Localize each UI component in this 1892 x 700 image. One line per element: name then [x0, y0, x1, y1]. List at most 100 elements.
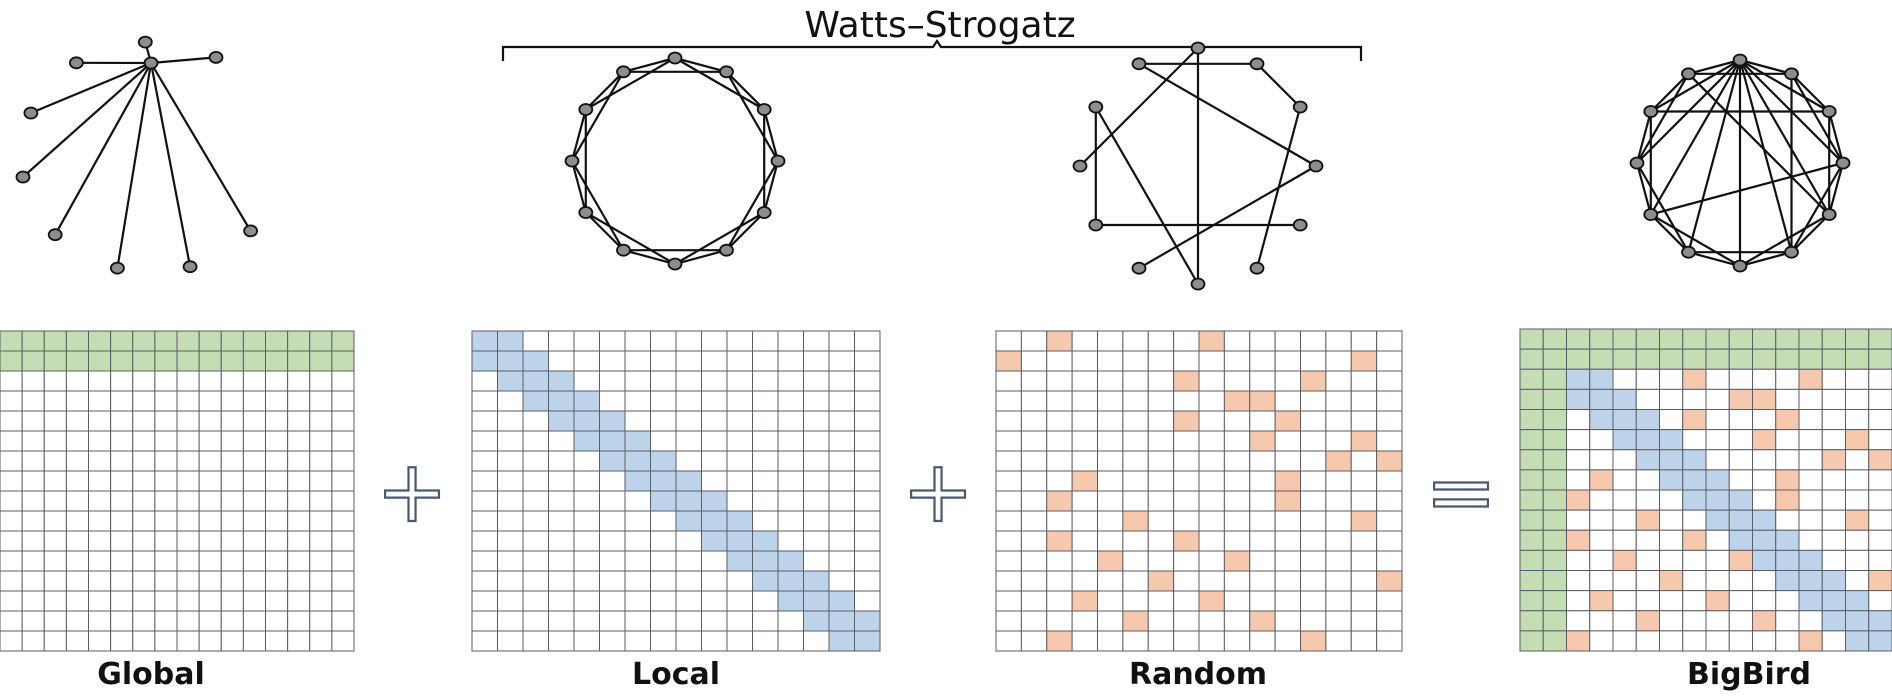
- bigbird-cell-local: [1682, 469, 1707, 491]
- local-cell-empty: [650, 330, 677, 352]
- bigbird-cell-global: [1542, 630, 1567, 652]
- random-cell-empty: [1046, 450, 1073, 472]
- global-cell-empty: [242, 370, 267, 392]
- bigbird-cell-empty: [1682, 610, 1707, 632]
- random-cell-empty: [1071, 350, 1099, 372]
- bigbird-cell-empty: [1705, 449, 1730, 471]
- global-cell-empty: [154, 430, 178, 452]
- global-cell-empty: [110, 590, 134, 612]
- global-cell-empty: [309, 510, 333, 532]
- random-cell-empty: [1071, 430, 1099, 452]
- random-cell-empty: [995, 330, 1022, 352]
- global-cell-empty: [331, 410, 355, 432]
- random-cell-empty: [1173, 550, 1200, 572]
- local-graph-node: [719, 65, 734, 79]
- local-cell-empty: [471, 390, 498, 412]
- global-cell-empty: [220, 610, 244, 632]
- global-graph: [15, 35, 259, 275]
- bigbird-cell-random: [1635, 509, 1660, 531]
- local-cell-empty: [777, 610, 804, 632]
- bigbird-cell-empty: [1868, 489, 1892, 511]
- bigbird-cell-local: [1612, 388, 1637, 411]
- local-cell-empty: [650, 570, 677, 592]
- random-cell-random: [1223, 390, 1251, 412]
- random-cell-empty: [1300, 570, 1327, 592]
- random-cell-empty: [1173, 610, 1200, 632]
- random-cell-empty: [1147, 330, 1175, 352]
- label-local: Local: [632, 657, 720, 692]
- random-cell-empty: [1300, 450, 1327, 472]
- global-cell-global: [132, 330, 156, 352]
- random-cell-random: [1173, 530, 1200, 552]
- global-cell-empty: [0, 430, 23, 452]
- random-cell-empty: [1198, 510, 1225, 532]
- random-cell-empty: [1071, 610, 1099, 632]
- bigbird-cell-empty: [1798, 509, 1823, 531]
- bigbird-cell-empty: [1566, 409, 1591, 431]
- global-cell-empty: [265, 450, 289, 472]
- local-cell-empty: [752, 450, 779, 472]
- bigbird-cell-global: [1798, 328, 1823, 350]
- bigbird-cell-global: [1519, 549, 1544, 572]
- bigbird-graph-node: [1732, 259, 1748, 273]
- local-cell-local: [777, 570, 804, 592]
- random-cell-empty: [1147, 530, 1175, 552]
- random-cell-empty: [1046, 410, 1073, 432]
- global-cell-empty: [176, 570, 200, 592]
- global-cell-empty: [110, 390, 134, 412]
- bigbird-cell-empty: [1659, 590, 1684, 612]
- local-cell-empty: [803, 350, 830, 372]
- bigbird-cell-empty: [1845, 449, 1870, 471]
- bigbird-cell-global: [1519, 409, 1544, 431]
- random-cell-empty: [1325, 330, 1352, 352]
- random-cell-empty: [1147, 490, 1175, 512]
- bigbird-cell-local: [1798, 549, 1823, 572]
- global-cell-empty: [21, 550, 45, 572]
- random-cell-empty: [1122, 570, 1149, 592]
- global-cell-empty: [88, 450, 112, 472]
- bigbird-cell-empty: [1566, 469, 1591, 491]
- global-cell-empty: [110, 450, 134, 472]
- random-cell-empty: [1122, 370, 1149, 392]
- bigbird-cell-local: [1868, 630, 1892, 652]
- random-cell-empty: [1376, 410, 1403, 432]
- global-cell-global: [176, 350, 200, 372]
- random-cell-empty: [1020, 530, 1048, 552]
- local-cell-empty: [573, 530, 600, 552]
- global-cell-empty: [21, 410, 45, 432]
- local-cell-empty: [777, 630, 804, 652]
- global-cell-empty: [43, 510, 67, 532]
- bigbird-graph-edge: [1687, 59, 1742, 253]
- random-cell-empty: [1376, 470, 1403, 492]
- random-cell-empty: [1325, 630, 1352, 652]
- bigbird-cell-empty: [1659, 549, 1684, 572]
- local-cell-empty: [497, 610, 524, 632]
- bigbird-graph-edge: [1635, 111, 1652, 164]
- global-cell-global: [309, 330, 333, 352]
- global-cell-empty: [198, 630, 222, 652]
- bigbird-cell-empty: [1635, 529, 1660, 551]
- random-cell-empty: [1173, 470, 1200, 492]
- local-cell-empty: [675, 530, 702, 552]
- bigbird-cell-empty: [1728, 368, 1753, 390]
- local-cell-empty: [726, 410, 753, 432]
- local-cell-empty: [599, 390, 626, 412]
- bigbird-cell-empty: [1589, 570, 1614, 592]
- random-cell-empty: [1020, 350, 1048, 372]
- local-cell-empty: [701, 610, 728, 632]
- random-cell-empty: [1173, 570, 1200, 592]
- global-cell-empty: [242, 490, 267, 512]
- local-cell-empty: [777, 370, 804, 392]
- bigbird-cell-empty: [1798, 489, 1823, 511]
- bigbird-cell-global: [1635, 348, 1660, 370]
- local-cell-empty: [726, 630, 753, 652]
- local-graph-edge: [725, 211, 765, 251]
- random-cell-empty: [1249, 370, 1276, 392]
- random-cell-empty: [1376, 390, 1403, 412]
- local-cell-empty: [522, 630, 549, 652]
- random-cell-empty: [1274, 550, 1302, 572]
- random-cell-empty: [995, 510, 1022, 532]
- local-cell-empty: [803, 630, 830, 652]
- global-cell-empty: [309, 410, 333, 432]
- local-graph-edge: [763, 160, 780, 213]
